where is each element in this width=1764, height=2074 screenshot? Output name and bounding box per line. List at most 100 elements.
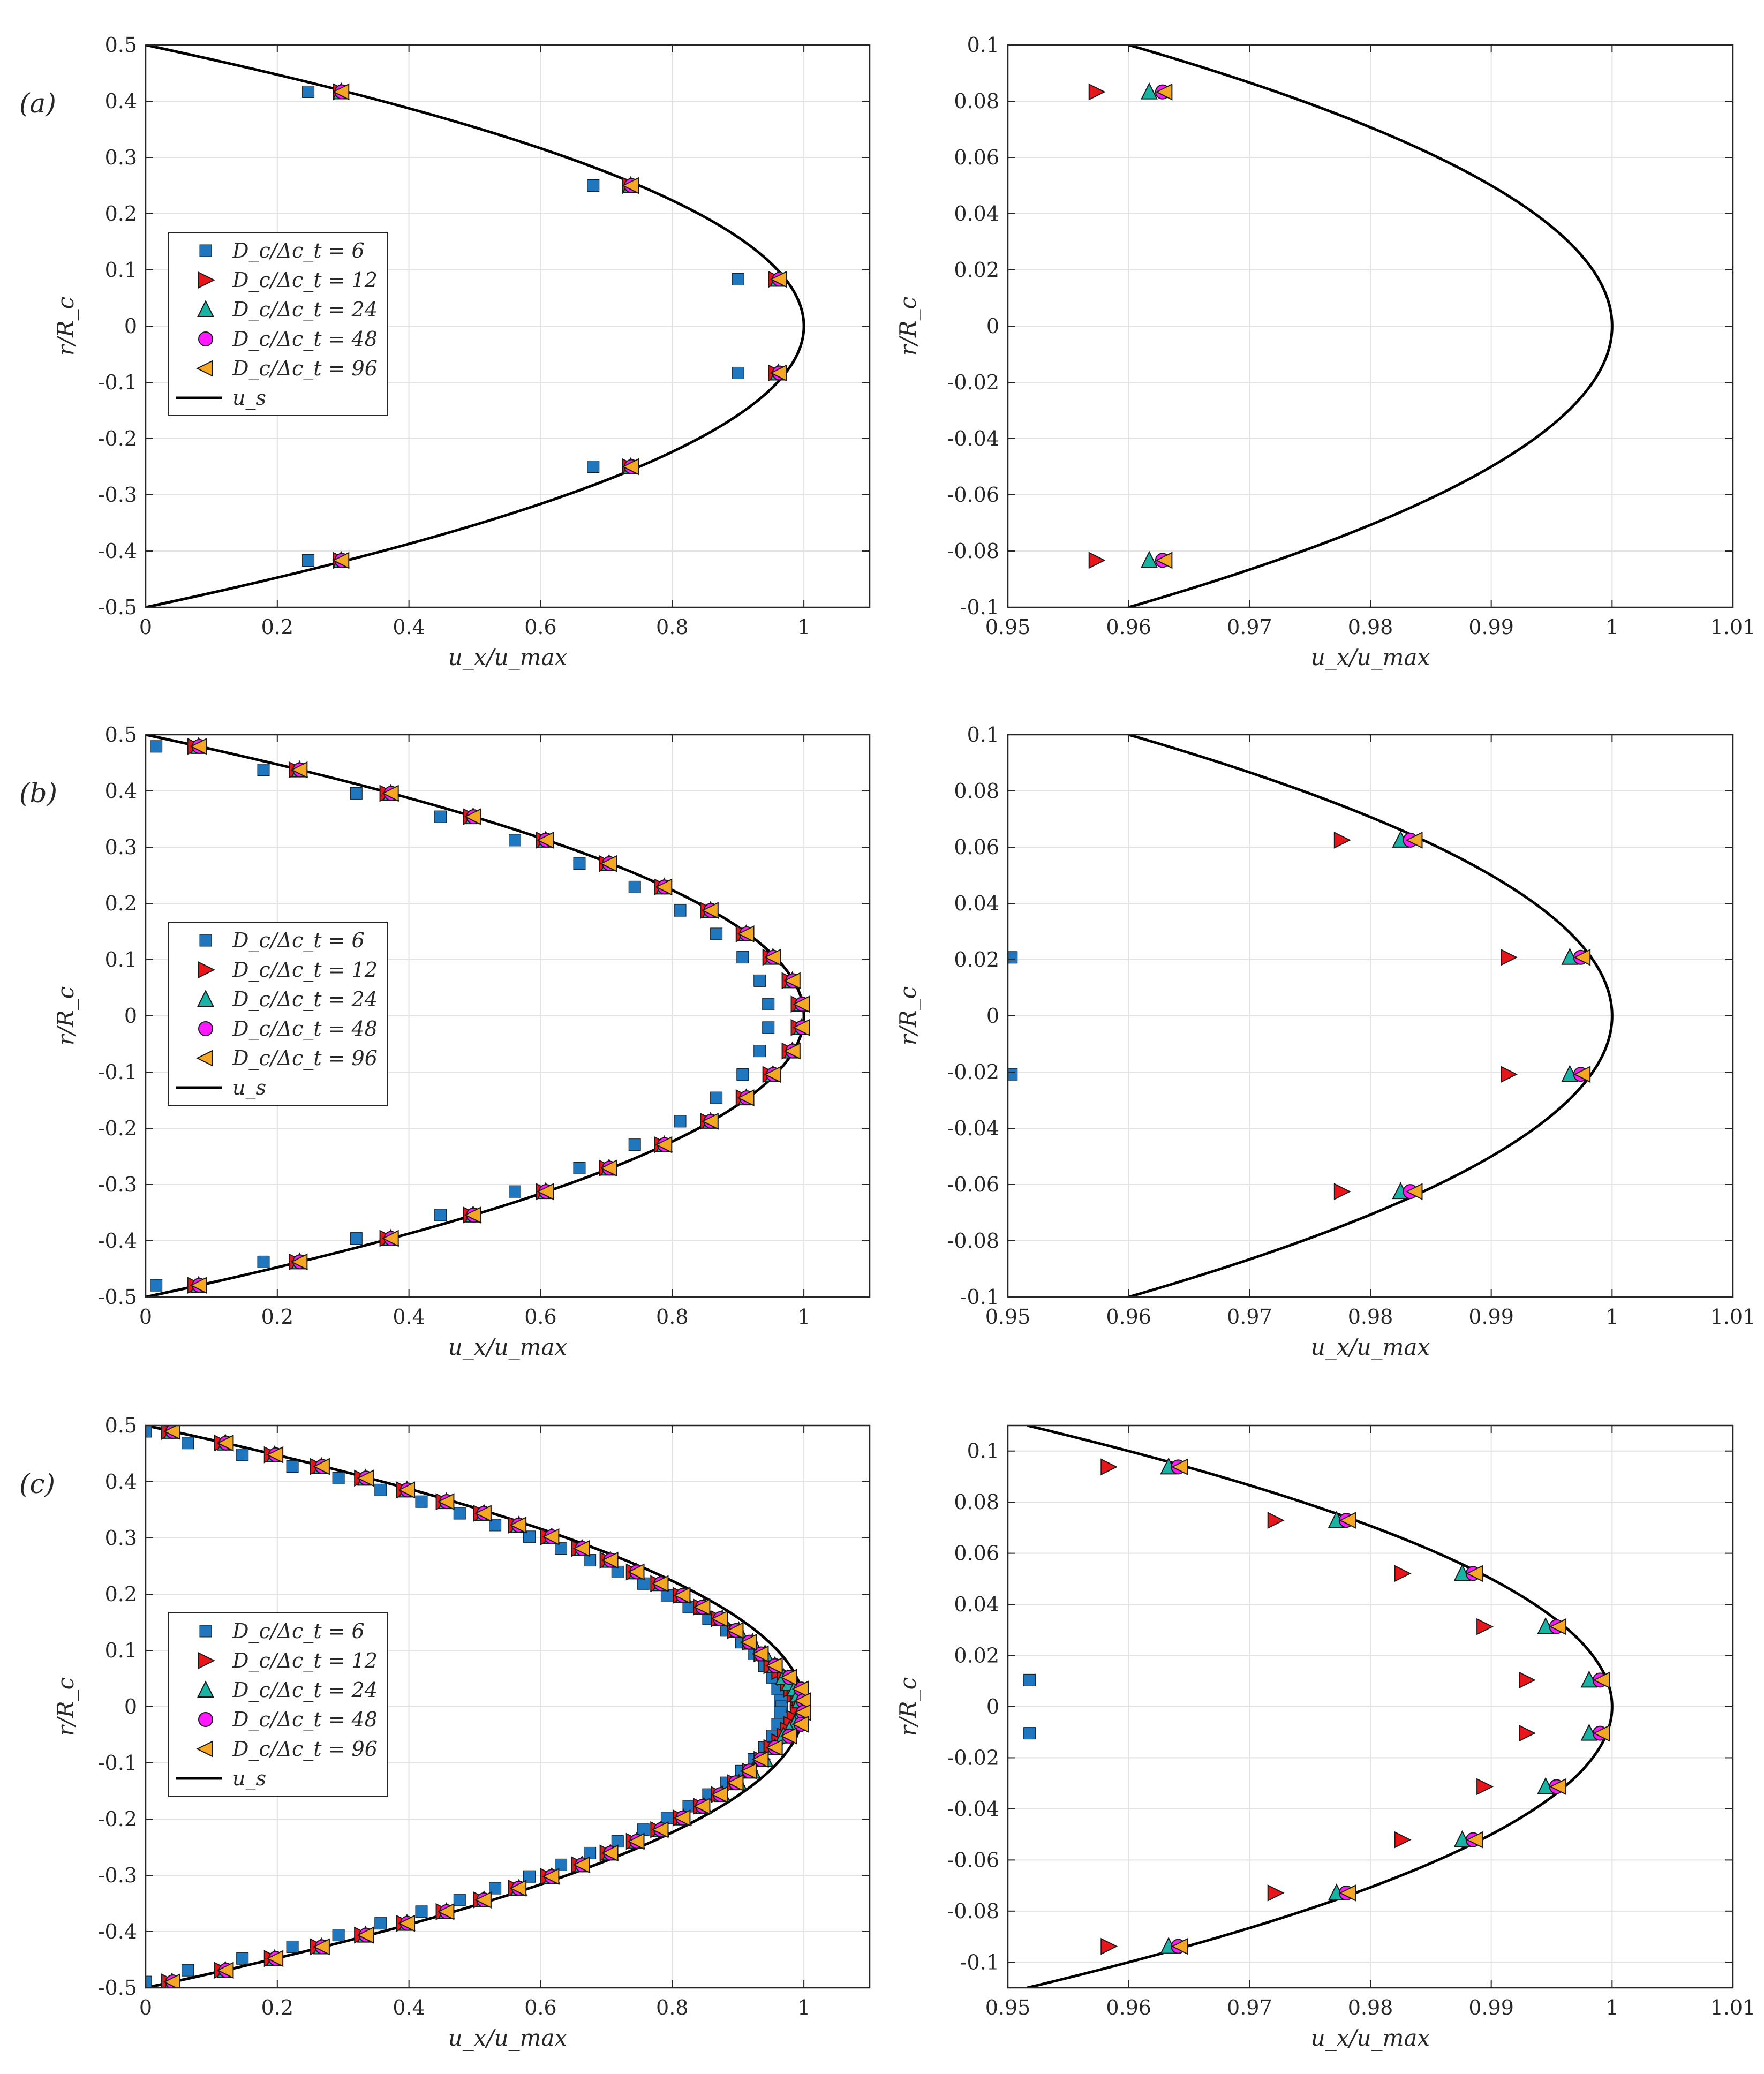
xtick-label: 0.95	[985, 615, 1031, 639]
ytick-label: 0.1	[967, 33, 999, 57]
x-axis-label: u_x/u_max	[1311, 644, 1430, 670]
xtick-label: 1	[797, 1305, 810, 1329]
xtick-label: 0.95	[985, 1996, 1031, 2019]
point-6-5	[302, 554, 315, 567]
point-96-23	[190, 1277, 207, 1294]
point-12-1	[1267, 1512, 1285, 1529]
series-96	[190, 737, 810, 1294]
point-6-0	[302, 85, 315, 98]
y-axis-label: r/R_c	[895, 297, 921, 356]
point-96-5	[398, 1481, 416, 1499]
point-6-7	[453, 1507, 466, 1520]
point-96-3	[770, 364, 787, 382]
point-96-2	[770, 270, 787, 288]
xtick-label: 0.95	[985, 1305, 1031, 1329]
legend-label-1: D_c/Δc_t = 12	[232, 1649, 378, 1673]
point-96-22	[791, 1680, 809, 1698]
point-6-46	[286, 1940, 299, 1953]
series-us-line	[1128, 45, 1614, 607]
xtick-label: 0.4	[393, 1996, 425, 2019]
point-6-7	[674, 904, 687, 917]
point-6-20	[434, 1209, 447, 1221]
point-6-5	[374, 1483, 387, 1496]
ytick-label: -0.4	[98, 539, 137, 563]
series-us-line	[146, 735, 805, 1297]
point-96-7	[701, 902, 719, 919]
point-12-3	[1333, 1183, 1351, 1201]
point-96-9	[542, 1528, 560, 1545]
point-96-6	[655, 878, 673, 896]
point-96-45	[266, 1950, 284, 1967]
ytick-label: -0.04	[947, 427, 999, 450]
ytick-label: -0.1	[98, 1751, 137, 1775]
point-96-24	[794, 1704, 811, 1721]
point-12-1	[1088, 552, 1106, 569]
point-6-22	[257, 1255, 270, 1268]
ytick-label: -0.1	[960, 1950, 999, 1974]
point-96-22	[290, 1253, 308, 1271]
ytick-label: -0.02	[947, 1746, 999, 1769]
ytick-label: -0.1	[960, 1285, 999, 1309]
point-6-4	[332, 1472, 345, 1484]
legend-label-5: u_s	[232, 1767, 266, 1791]
point-96-38	[542, 1868, 560, 1886]
ytick-label: 0	[124, 1004, 137, 1028]
xtick-label: 0.99	[1468, 615, 1514, 639]
point-96-20	[765, 1657, 783, 1675]
xtick-label: 0.98	[1348, 615, 1393, 639]
panel-label-b: (b)	[19, 778, 57, 809]
series-6	[150, 740, 775, 1292]
legend-marker-1	[198, 1652, 215, 1669]
xtick-label: 0.8	[656, 1305, 688, 1329]
ytick-label: -0.08	[947, 1229, 999, 1253]
point-96-15	[693, 1598, 711, 1616]
point-96-29	[740, 1762, 757, 1780]
point-6-12	[762, 1021, 775, 1034]
xtick-label: 0.4	[393, 615, 425, 639]
point-96-26	[780, 1727, 797, 1745]
legend-marker-4	[196, 360, 213, 377]
point-96-8	[737, 925, 755, 942]
ytick-label: 0	[986, 1695, 999, 1718]
ytick-label: 0	[124, 314, 137, 338]
ytick-label: 0.5	[105, 723, 137, 746]
xtick-label: 1.01	[1710, 615, 1756, 639]
point-12-6	[1476, 1778, 1494, 1796]
point-96-46	[216, 1962, 234, 1979]
ytick-label: 0.08	[954, 89, 999, 113]
point-6-1	[182, 1437, 194, 1450]
point-96-10	[783, 972, 801, 990]
xtick-label: 1.01	[1710, 1996, 1756, 2019]
point-96-17	[726, 1622, 744, 1639]
legend-label-5: u_s	[232, 386, 266, 410]
point-96-3	[1549, 1618, 1567, 1635]
ytick-label: -0.2	[98, 1117, 137, 1140]
point-12-4	[1519, 1671, 1536, 1689]
legend-label-4: D_c/Δc_t = 96	[232, 1046, 378, 1070]
point-6-3	[434, 810, 447, 823]
legend-marker-0	[199, 244, 212, 257]
point-6-1	[587, 179, 600, 192]
point-6-16	[674, 1115, 687, 1128]
point-6-6	[415, 1495, 428, 1508]
point-6-23	[150, 1279, 163, 1292]
legend-label-2: D_c/Δc_t = 24	[232, 987, 378, 1012]
point-96-35	[627, 1832, 645, 1850]
point-12-5	[1519, 1724, 1536, 1742]
xtick-label: 1	[1605, 615, 1618, 639]
xtick-label: 0.2	[261, 1996, 293, 2019]
point-6-40	[523, 1870, 536, 1883]
point-96-21	[381, 1230, 399, 1247]
xtick-label: 0.2	[261, 615, 293, 639]
legend-label-1: D_c/Δc_t = 12	[232, 268, 378, 292]
ytick-label: 0.1	[105, 948, 137, 971]
ytick-label: 0.04	[954, 892, 999, 915]
series-96	[332, 83, 787, 569]
point-96-4	[537, 831, 554, 849]
y-axis-label: r/R_c	[895, 1677, 921, 1736]
ytick-label: -0.5	[98, 595, 137, 619]
point-6-3	[286, 1460, 299, 1473]
point-6-0	[1008, 951, 1018, 964]
ytick-label: -0.1	[98, 371, 137, 394]
legend-label-1: D_c/Δc_t = 12	[232, 958, 378, 982]
